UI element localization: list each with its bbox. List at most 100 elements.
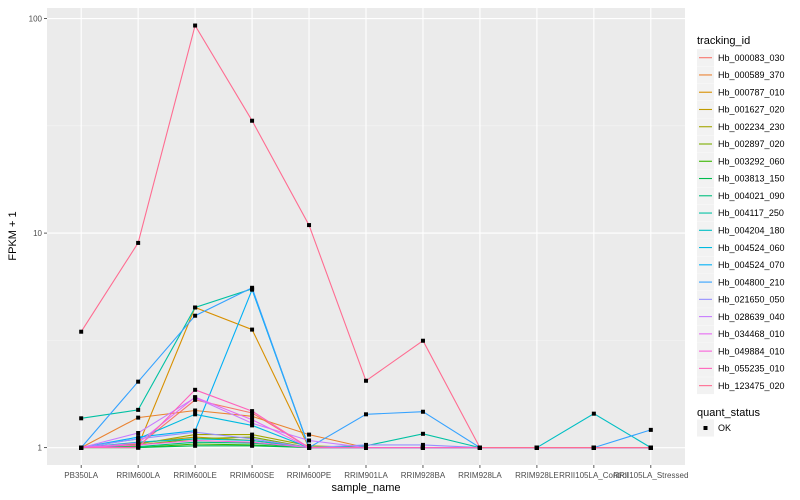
data-point xyxy=(420,431,425,436)
data-point xyxy=(364,378,368,383)
y-tick-label: 100 xyxy=(29,15,43,24)
data-point xyxy=(79,329,84,334)
data-point xyxy=(307,445,312,450)
legend-label: OK xyxy=(718,423,731,433)
x-tick-label: RRIM928LA xyxy=(458,471,502,480)
data-point xyxy=(250,409,255,414)
data-point xyxy=(193,432,198,437)
data-point xyxy=(364,442,368,447)
data-point xyxy=(136,442,141,447)
legend-title-quant-status: quant_status xyxy=(697,407,760,419)
data-point xyxy=(364,445,368,450)
data-point xyxy=(193,412,198,417)
y-axis-title: FPKM + 1 xyxy=(7,211,19,260)
y-axis: 1 10 100 xyxy=(29,15,47,453)
data-point xyxy=(420,409,425,414)
legend-label: Hb_002897_020 xyxy=(718,139,785,149)
x-tick-label: PB350LA xyxy=(64,471,98,480)
x-tick-label: RRIM928BA xyxy=(401,471,446,480)
x-tick-label: RRIM928LE xyxy=(515,471,559,480)
data-point xyxy=(648,445,653,450)
square-point-icon xyxy=(703,426,708,430)
legend-label: Hb_021650_050 xyxy=(718,295,785,305)
data-point xyxy=(136,445,141,450)
data-point xyxy=(420,338,425,343)
data-point xyxy=(307,438,312,443)
legend-tracking-id: tracking_id Hb_000083_030 Hb_000589_370 Hb… xyxy=(697,35,785,395)
x-tick-label: RRIM600PE xyxy=(287,471,331,480)
data-point xyxy=(193,408,198,413)
data-point xyxy=(136,431,141,436)
data-point xyxy=(193,313,198,318)
legend-label: Hb_000589_370 xyxy=(718,70,785,80)
legend-label: Hb_123475_020 xyxy=(718,381,785,391)
data-point xyxy=(477,445,482,450)
x-tick-label: RRIM600LA xyxy=(116,471,160,480)
y-tick-label: 1 xyxy=(38,444,43,453)
legend-quant-status: quant_status OK xyxy=(697,407,760,437)
legend-label: Hb_000083_030 xyxy=(718,53,785,63)
legend-label: Hb_055235_010 xyxy=(718,364,785,374)
data-point xyxy=(250,436,255,441)
y-tick-label: 10 xyxy=(33,229,42,238)
legend-label: Hb_004021_090 xyxy=(718,191,785,201)
data-point xyxy=(193,397,198,402)
data-point xyxy=(193,395,198,400)
data-point xyxy=(193,438,198,443)
data-point xyxy=(250,421,255,426)
legend-label: Hb_000787_010 xyxy=(718,87,785,97)
data-point xyxy=(79,416,84,421)
data-point xyxy=(193,305,198,310)
data-points xyxy=(79,23,653,450)
x-tick-label: RRIM901LA xyxy=(344,471,388,480)
data-point xyxy=(79,445,84,450)
legend-label: Hb_001627_020 xyxy=(718,105,785,115)
data-point xyxy=(250,285,255,290)
x-tick-label: RRIM600LE xyxy=(173,471,217,480)
data-point xyxy=(136,240,141,245)
data-point xyxy=(193,387,198,392)
data-point xyxy=(193,23,198,28)
legend-label: Hb_004117_250 xyxy=(718,208,784,218)
x-axis: PB350LA RRIM600LA RRIM600LE RRIM600SE RRIM60… xyxy=(64,465,688,480)
data-point xyxy=(136,415,141,420)
data-point xyxy=(250,327,255,332)
data-point xyxy=(250,443,255,448)
data-point xyxy=(136,379,141,384)
legend-label: Hb_003292_060 xyxy=(718,156,785,166)
legend-label: Hb_004204_180 xyxy=(718,226,785,236)
data-point xyxy=(136,407,141,412)
data-point xyxy=(420,445,425,450)
x-tick-label: RRII105LA_Stressed xyxy=(613,471,688,480)
legend-label: Hb_004800_210 xyxy=(718,277,785,287)
data-point xyxy=(193,430,198,435)
legend-label: Hb_004524_060 xyxy=(718,243,785,253)
legend-title: tracking_id xyxy=(697,35,750,47)
data-point xyxy=(534,445,539,450)
data-point xyxy=(136,436,141,441)
legend-label: Hb_003813_150 xyxy=(718,174,785,184)
data-point xyxy=(420,442,425,447)
data-point xyxy=(250,414,255,419)
x-axis-title: sample_name xyxy=(331,482,400,494)
data-point xyxy=(364,412,368,417)
data-point xyxy=(250,440,255,445)
legend-label: Hb_028639_040 xyxy=(718,312,785,322)
data-point xyxy=(307,223,312,228)
legend-label: Hb_049884_010 xyxy=(718,346,785,356)
legend-label: Hb_034468_010 xyxy=(718,329,785,339)
x-tick-label: RRIM600SE xyxy=(230,471,274,480)
legend-label: Hb_002234_230 xyxy=(718,122,785,132)
data-point xyxy=(250,118,255,123)
x-tick-label: RRII105LA_Control xyxy=(559,471,629,480)
legend-label: Hb_004524_070 xyxy=(718,260,785,270)
data-point xyxy=(307,432,312,437)
data-point xyxy=(591,445,596,450)
data-point xyxy=(250,423,255,428)
data-point xyxy=(193,443,198,448)
data-point xyxy=(250,417,255,422)
data-point xyxy=(250,432,255,437)
data-point xyxy=(648,427,653,432)
data-point xyxy=(591,411,596,416)
